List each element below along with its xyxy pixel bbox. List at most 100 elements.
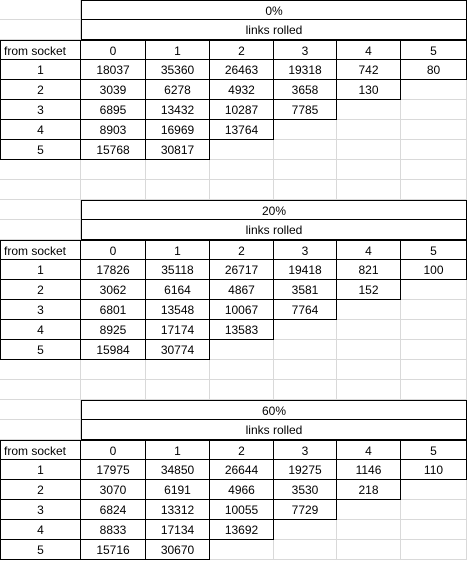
socket-row-header[interactable]: 5 <box>0 140 81 160</box>
data-cell[interactable]: 218 <box>337 480 401 500</box>
link-column-header[interactable]: 0 <box>81 240 146 260</box>
empty-cell[interactable] <box>401 280 467 300</box>
link-column-header[interactable]: 4 <box>337 440 401 460</box>
data-cell[interactable]: 19275 <box>274 460 337 480</box>
empty-cell[interactable] <box>0 220 81 240</box>
empty-cell[interactable] <box>274 140 337 160</box>
data-cell[interactable]: 6801 <box>81 300 146 320</box>
empty-cell[interactable] <box>337 500 401 520</box>
empty-cell[interactable] <box>401 340 467 360</box>
empty-cell[interactable] <box>0 180 81 200</box>
data-cell[interactable]: 13583 <box>210 320 274 340</box>
empty-cell[interactable] <box>274 380 337 400</box>
data-cell[interactable]: 4932 <box>210 80 274 100</box>
data-cell[interactable]: 8903 <box>81 120 146 140</box>
data-cell[interactable]: 13548 <box>146 300 210 320</box>
data-cell[interactable]: 35360 <box>146 60 210 80</box>
empty-cell[interactable] <box>146 160 210 180</box>
data-cell[interactable]: 130 <box>337 80 401 100</box>
socket-row-header[interactable]: 3 <box>0 300 81 320</box>
empty-cell[interactable] <box>337 100 401 120</box>
empty-cell[interactable] <box>210 140 274 160</box>
data-cell[interactable]: 3062 <box>81 280 146 300</box>
data-cell[interactable]: 3039 <box>81 80 146 100</box>
empty-cell[interactable] <box>146 360 210 380</box>
empty-cell[interactable] <box>401 120 467 140</box>
data-cell[interactable]: 19318 <box>274 60 337 80</box>
data-cell[interactable]: 8833 <box>81 520 146 540</box>
empty-cell[interactable] <box>274 340 337 360</box>
socket-row-header[interactable]: 2 <box>0 80 81 100</box>
socket-row-header[interactable]: 3 <box>0 100 81 120</box>
link-column-header[interactable]: 3 <box>274 440 337 460</box>
link-column-header[interactable]: 5 <box>401 40 467 60</box>
empty-cell[interactable] <box>401 520 467 540</box>
data-cell[interactable]: 80 <box>401 60 467 80</box>
socket-row-header[interactable]: 1 <box>0 460 81 480</box>
socket-row-header[interactable]: 4 <box>0 320 81 340</box>
empty-cell[interactable] <box>401 360 467 380</box>
link-column-header[interactable]: 4 <box>337 40 401 60</box>
data-cell[interactable]: 35118 <box>146 260 210 280</box>
data-cell[interactable]: 10067 <box>210 300 274 320</box>
empty-cell[interactable] <box>0 0 81 20</box>
empty-cell[interactable] <box>210 360 274 380</box>
data-cell[interactable]: 10055 <box>210 500 274 520</box>
socket-row-header[interactable]: 5 <box>0 540 81 560</box>
data-cell[interactable]: 7785 <box>274 100 337 120</box>
data-cell[interactable]: 13432 <box>146 100 210 120</box>
empty-cell[interactable] <box>210 540 274 560</box>
empty-cell[interactable] <box>337 120 401 140</box>
empty-cell[interactable] <box>146 380 210 400</box>
empty-cell[interactable] <box>337 380 401 400</box>
link-column-header[interactable]: 5 <box>401 240 467 260</box>
data-cell[interactable]: 26463 <box>210 60 274 80</box>
empty-cell[interactable] <box>337 160 401 180</box>
empty-cell[interactable] <box>274 120 337 140</box>
data-cell[interactable]: 4867 <box>210 280 274 300</box>
link-column-header[interactable]: 2 <box>210 440 274 460</box>
data-cell[interactable]: 6824 <box>81 500 146 520</box>
empty-cell[interactable] <box>0 400 81 420</box>
data-cell[interactable]: 3070 <box>81 480 146 500</box>
empty-cell[interactable] <box>401 180 467 200</box>
link-column-header[interactable]: 1 <box>146 240 210 260</box>
empty-cell[interactable] <box>274 180 337 200</box>
data-cell[interactable]: 15768 <box>81 140 146 160</box>
data-cell[interactable]: 6278 <box>146 80 210 100</box>
data-cell[interactable]: 17134 <box>146 520 210 540</box>
empty-cell[interactable] <box>0 420 81 440</box>
link-column-header[interactable]: 4 <box>337 240 401 260</box>
empty-cell[interactable] <box>401 380 467 400</box>
data-cell[interactable]: 7764 <box>274 300 337 320</box>
data-cell[interactable]: 4966 <box>210 480 274 500</box>
empty-cell[interactable] <box>81 380 146 400</box>
from-socket-header[interactable]: from socket <box>0 40 81 60</box>
empty-cell[interactable] <box>337 140 401 160</box>
data-cell[interactable]: 3658 <box>274 80 337 100</box>
link-column-header[interactable]: 0 <box>81 440 146 460</box>
empty-cell[interactable] <box>337 300 401 320</box>
empty-cell[interactable] <box>337 520 401 540</box>
socket-row-header[interactable]: 2 <box>0 480 81 500</box>
data-cell[interactable]: 17174 <box>146 320 210 340</box>
data-cell[interactable]: 100 <box>401 260 467 280</box>
empty-cell[interactable] <box>274 520 337 540</box>
from-socket-header[interactable]: from socket <box>0 440 81 460</box>
socket-row-header[interactable]: 2 <box>0 280 81 300</box>
empty-cell[interactable] <box>0 160 81 180</box>
data-cell[interactable]: 10287 <box>210 100 274 120</box>
data-cell[interactable]: 30670 <box>146 540 210 560</box>
empty-cell[interactable] <box>146 180 210 200</box>
links-rolled-header[interactable]: links rolled <box>81 20 467 40</box>
empty-cell[interactable] <box>401 320 467 340</box>
empty-cell[interactable] <box>337 320 401 340</box>
empty-cell[interactable] <box>210 180 274 200</box>
data-cell[interactable]: 17975 <box>81 460 146 480</box>
table-label[interactable]: 0% <box>81 0 467 20</box>
link-column-header[interactable]: 2 <box>210 40 274 60</box>
link-column-header[interactable]: 1 <box>146 40 210 60</box>
link-column-header[interactable]: 3 <box>274 240 337 260</box>
empty-cell[interactable] <box>401 480 467 500</box>
data-cell[interactable]: 1146 <box>337 460 401 480</box>
